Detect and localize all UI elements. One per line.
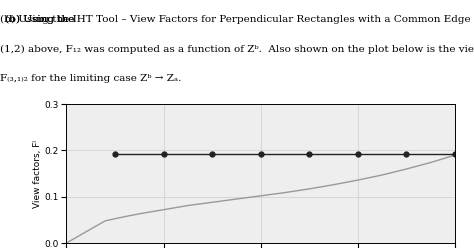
Y-axis label: View factors, Fᴵ: View factors, Fᴵ xyxy=(33,140,42,208)
Text: (b) Using the IHT Tool – View Factors for Perpendicular Rectangles with a Common: (b) Using the IHT Tool – View Factors fo… xyxy=(0,15,474,24)
Text: (b) Using the: (b) Using the xyxy=(5,15,77,24)
Text: F₍₃,₁₎₂ for the limiting case Zᵇ → Zₐ.: F₍₃,₁₎₂ for the limiting case Zᵇ → Zₐ. xyxy=(0,74,182,83)
Text: (1,2) above, F₁₂ was computed as a function of Zᵇ.  Also shown on the plot below: (1,2) above, F₁₂ was computed as a funct… xyxy=(0,45,474,54)
Text: (b) Using the: (b) Using the xyxy=(5,15,77,24)
